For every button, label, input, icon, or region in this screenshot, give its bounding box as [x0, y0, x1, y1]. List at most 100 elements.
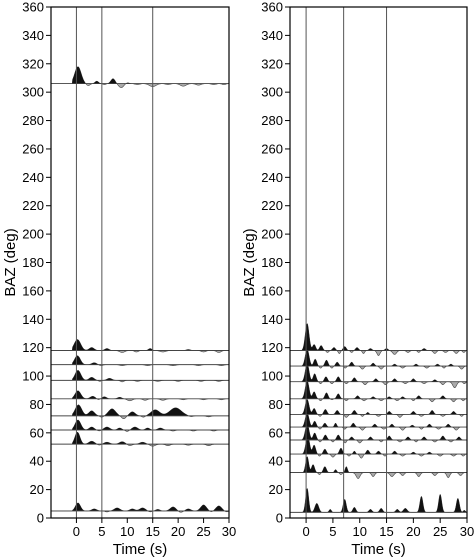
trace-positive-area	[290, 380, 467, 399]
y-tick-label: 240	[22, 170, 44, 185]
trace-negative-area	[290, 381, 467, 389]
y-tick-label: 140	[22, 312, 44, 327]
trace-baz-84	[290, 380, 467, 403]
y-tick-label: 80	[269, 397, 283, 412]
panel-2: 0204060801001201401601802002202402602803…	[241, 0, 474, 557]
trace-baz-32	[290, 456, 467, 479]
x-axis-label: Time (s)	[351, 541, 405, 557]
x-tick-label: 25	[196, 524, 210, 539]
trace-baz-4	[290, 488, 467, 513]
y-tick-label: 220	[22, 198, 44, 213]
y-tick-label: 260	[261, 141, 283, 156]
y-tick-label: 160	[22, 283, 44, 298]
y-tick-label: 0	[37, 511, 44, 526]
y-tick-label: 0	[276, 511, 283, 526]
x-tick-label: 10	[352, 524, 366, 539]
x-tick-label: 25	[433, 524, 447, 539]
trace-baz-62	[51, 419, 229, 432]
y-tick-label: 200	[22, 227, 44, 242]
y-tick-label: 160	[261, 283, 283, 298]
trace-negative-area	[290, 350, 467, 356]
traces	[290, 323, 467, 513]
trace-negative-area	[290, 398, 467, 403]
traces	[51, 66, 229, 513]
trace-baz-52	[51, 432, 229, 447]
y-tick-label: 300	[261, 85, 283, 100]
trace-negative-area	[51, 415, 229, 420]
x-tick-label: 30	[222, 524, 236, 539]
x-tick-label: 0	[302, 524, 309, 539]
y-tick-label: 360	[261, 0, 283, 15]
trace-baz-84	[51, 390, 229, 402]
trace-negative-area	[290, 414, 467, 418]
y-tick-label: 100	[22, 369, 44, 384]
x-tick-label: 10	[120, 524, 134, 539]
y-tick-label: 120	[261, 340, 283, 355]
trace-positive-area	[51, 390, 229, 399]
y-tick-label: 100	[261, 369, 283, 384]
trace-baz-5	[51, 502, 229, 513]
y-tick-label: 60	[269, 425, 283, 440]
trace-positive-area	[51, 370, 229, 381]
panel-1: 0204060801001201401601802002202402602803…	[2, 0, 236, 557]
trace-baz-96	[290, 363, 467, 389]
y-tick-label: 240	[261, 170, 283, 185]
trace-baz-97	[51, 370, 229, 383]
x-tick-label: 15	[145, 524, 159, 539]
plot-frame	[289, 6, 468, 519]
x-tick-label: 15	[379, 524, 393, 539]
trace-negative-area	[290, 365, 467, 370]
trace-positive-area	[51, 339, 229, 351]
y-tick-label: 300	[22, 85, 44, 100]
x-tick-label: 5	[329, 524, 336, 539]
y-tick-label: 360	[22, 0, 44, 15]
trace-positive-area	[51, 432, 229, 445]
x-tick-label: 20	[406, 524, 420, 539]
y-tick-label: 340	[22, 28, 44, 43]
trace-positive-area	[290, 456, 467, 473]
trace-negative-area	[51, 83, 229, 88]
trace-negative-area	[290, 439, 467, 444]
y-tick-label: 320	[22, 56, 44, 71]
trace-baz-73	[290, 399, 467, 418]
trace-baz-118	[51, 339, 229, 353]
y-tick-label: 320	[261, 56, 283, 71]
trace-positive-area	[51, 404, 229, 416]
x-tick-label: 30	[460, 524, 474, 539]
y-tick-label: 20	[269, 482, 283, 497]
trace-positive-area	[51, 66, 229, 84]
y-tick-label: 180	[22, 255, 44, 270]
y-tick-label: 180	[261, 255, 283, 270]
y-tick-label: 20	[30, 482, 44, 497]
y-tick-label: 40	[269, 454, 283, 469]
y-tick-label: 280	[261, 113, 283, 128]
trace-baz-72	[51, 404, 229, 420]
trace-positive-area	[290, 488, 467, 513]
trace-baz-306	[51, 66, 229, 88]
y-tick-label: 140	[261, 312, 283, 327]
trace-positive-area	[51, 355, 229, 365]
y-axis-label: BAZ (deg)	[2, 228, 19, 296]
y-tick-label: 40	[30, 454, 44, 469]
x-tick-label: 0	[73, 524, 80, 539]
trace-positive-area	[51, 502, 229, 512]
trace-positive-area	[290, 399, 467, 415]
x-axis-label: Time (s)	[113, 541, 167, 557]
x-tick-label: 5	[98, 524, 105, 539]
y-tick-label: 200	[261, 227, 283, 242]
y-axis-label: BAZ (deg)	[241, 228, 258, 296]
y-tick-label: 340	[261, 28, 283, 43]
y-tick-label: 80	[30, 397, 44, 412]
trace-baz-108	[51, 355, 229, 367]
trace-negative-area	[290, 472, 467, 479]
trace-positive-area	[290, 323, 467, 351]
trace-positive-area	[51, 419, 229, 431]
trace-negative-area	[290, 453, 467, 459]
x-tick-label: 20	[171, 524, 185, 539]
y-tick-label: 120	[22, 340, 44, 355]
y-tick-label: 280	[22, 113, 44, 128]
trace-baz-118	[290, 323, 467, 356]
trace-negative-area	[290, 426, 467, 431]
y-tick-label: 260	[22, 141, 44, 156]
